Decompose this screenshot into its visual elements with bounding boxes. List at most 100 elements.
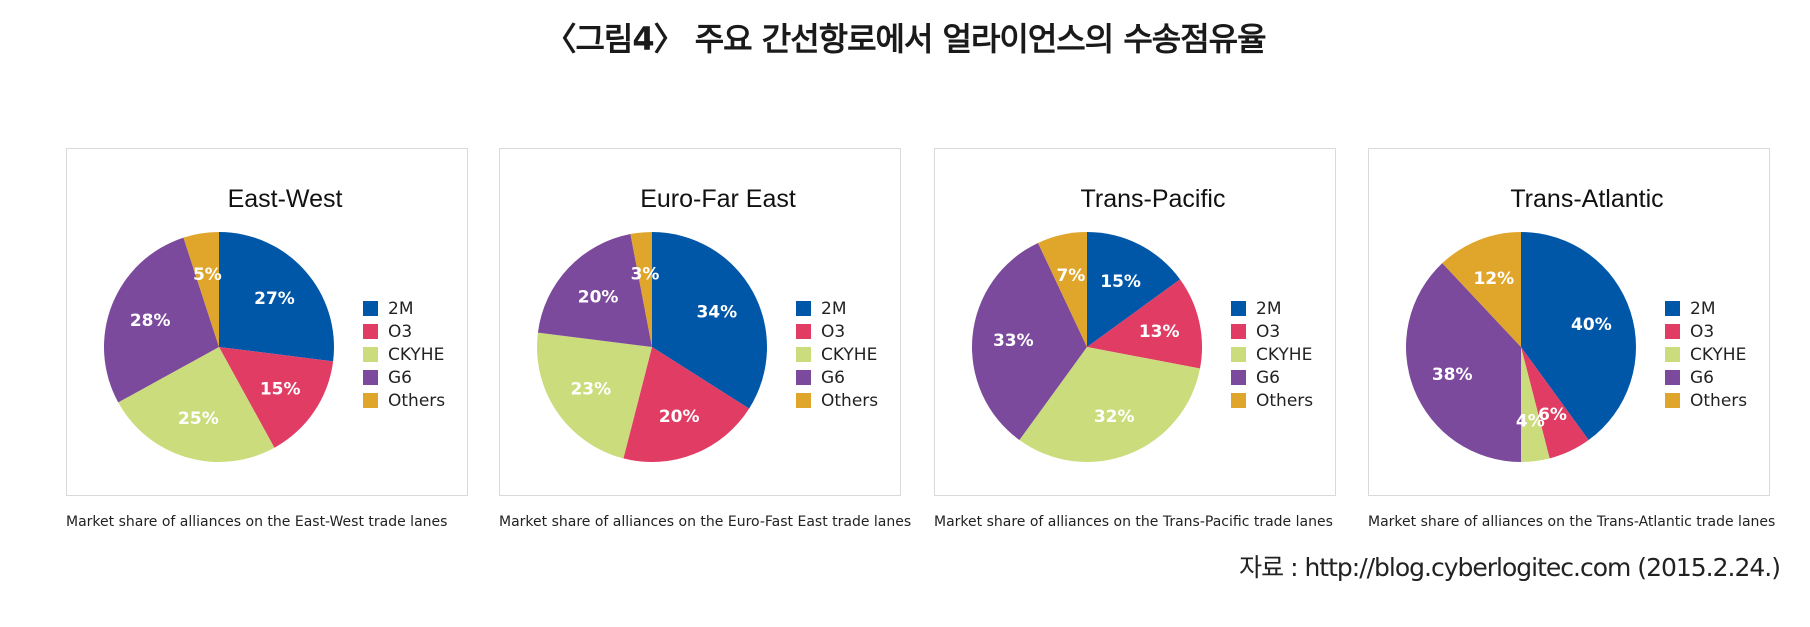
legend-swatch — [1231, 324, 1246, 339]
slice-label-g6: 38% — [1432, 365, 1473, 385]
pie-chart-euro-far-east: 34% 20% 23% 20% 3% — [537, 232, 768, 463]
legend-label: 2M — [1690, 298, 1716, 319]
slice-label-others: 3% — [631, 264, 660, 284]
slice-label-others: 12% — [1473, 269, 1514, 289]
legend-swatch — [1665, 324, 1680, 339]
legend-item-others: Others — [1665, 389, 1747, 412]
pie-slice-g6 — [971, 242, 1087, 441]
slice-label-ckyhe: 23% — [570, 380, 611, 400]
legend-swatch — [1231, 370, 1246, 385]
legend-label: 2M — [821, 298, 847, 319]
legend-item-2m: 2M — [1665, 297, 1747, 320]
pie-slice-2m — [219, 232, 334, 362]
legend-item-o3: O3 — [796, 320, 878, 343]
legend-swatch — [796, 324, 811, 339]
legend-item-ckyhe: CKYHE — [1665, 343, 1747, 366]
slice-label-2m: 34% — [696, 302, 737, 322]
pie-legend: 2M O3 CKYHE G6 Others — [1665, 297, 1747, 412]
legend-swatch — [796, 370, 811, 385]
figure-title: 〈그림4〉 주요 간선항로에서 얼라이언스의 수송점유율 — [544, 20, 1266, 58]
pie-chart-east-west: 27% 15% 25% 28% 5% — [103, 232, 334, 463]
pie-legend: 2M O3 CKYHE G6 Others — [1231, 297, 1313, 412]
pie-slice-others — [1038, 232, 1087, 347]
legend-item-2m: 2M — [1231, 297, 1313, 320]
legend-label: Others — [388, 390, 446, 411]
legend-swatch — [1231, 393, 1246, 408]
legend-item-2m: 2M — [363, 297, 445, 320]
chart-caption-east-west: Market share of alliances on the East-We… — [66, 514, 448, 530]
legend-swatch — [1665, 370, 1680, 385]
chart-caption-trans-atlantic: Market share of alliances on the Trans-A… — [1368, 514, 1776, 530]
pie-slice-2m — [1087, 232, 1181, 347]
pie-slice-others — [630, 232, 652, 347]
pie-slice-o3 — [623, 347, 750, 463]
pie-slice-o3 — [1521, 347, 1589, 459]
legend-label: O3 — [1256, 321, 1281, 342]
legend-label: G6 — [1256, 367, 1280, 388]
legend-swatch — [796, 393, 811, 408]
legend-label: Others — [1690, 390, 1748, 411]
legend-item-2m: 2M — [796, 297, 878, 320]
legend-label: G6 — [1690, 367, 1714, 388]
pie-panel-trans-pacific: Trans-Pacific 15% 13% 32% 33% 7% 2M O3 CKYHE G6… — [934, 148, 1336, 496]
legend-label: CKYHE — [1690, 344, 1747, 365]
slice-label-others: 7% — [1056, 266, 1085, 286]
pie-slice-ckyhe — [1521, 347, 1550, 462]
legend-label: CKYHE — [388, 344, 445, 365]
slice-label-o3: 13% — [1139, 322, 1180, 342]
legend-label: O3 — [821, 321, 846, 342]
legend-swatch — [363, 393, 378, 408]
legend-item-g6: G6 — [796, 366, 878, 389]
legend-swatch — [1231, 301, 1246, 316]
slice-label-g6: 28% — [130, 311, 171, 331]
legend-swatch — [1231, 347, 1246, 362]
pie-slice-o3 — [219, 347, 334, 448]
pie-slice-2m — [1521, 232, 1637, 441]
pie-slice-g6 — [103, 237, 219, 403]
slice-label-o3: 20% — [659, 407, 700, 427]
slice-label-2m: 40% — [1571, 315, 1612, 335]
legend-item-others: Others — [363, 389, 445, 412]
legend-swatch — [1665, 347, 1680, 362]
pie-chart-trans-atlantic: 40% 6%4% 38% 12% — [1406, 232, 1637, 462]
slice-label-g6: 20% — [578, 287, 619, 307]
slice-label-others: 5% — [193, 265, 222, 285]
legend-item-ckyhe: CKYHE — [363, 343, 445, 366]
slice-label-ckyhe: 4% — [1516, 411, 1545, 431]
source-note: 자료 : http://blog.cyberlogitec.com (2015.… — [1239, 553, 1781, 582]
pie-chart-trans-pacific: 15% 13% 32% 33% 7% — [971, 232, 1202, 463]
slice-label-o3: 15% — [260, 380, 301, 400]
pie-panel-euro-far-east: Euro-Far East 34% 20% 23% 20% 3% 2M O3 CKYHE G6… — [499, 148, 901, 496]
slice-label-2m: 15% — [1100, 272, 1141, 292]
pie-slice-others — [183, 232, 219, 347]
legend-label: Others — [1256, 390, 1314, 411]
slice-label-ckyhe: 32% — [1094, 407, 1135, 427]
legend-item-g6: G6 — [1665, 366, 1747, 389]
pie-legend: 2M O3 CKYHE G6 Others — [363, 297, 445, 412]
legend-item-others: Others — [1231, 389, 1313, 412]
pie-slice-g6 — [1406, 263, 1521, 462]
slice-label-g6: 33% — [993, 331, 1034, 351]
pie-slice-2m — [652, 232, 768, 409]
legend-label: 2M — [1256, 298, 1282, 319]
legend-swatch — [1665, 393, 1680, 408]
legend-item-o3: O3 — [1665, 320, 1747, 343]
pie-title: Trans-Atlantic — [1510, 185, 1664, 213]
pie-panel-trans-atlantic: Trans-Atlantic 40% 6% 4% 38% 12% 2M O3 CKYHE G6… — [1368, 148, 1770, 496]
slice-label-ckyhe: 25% — [178, 409, 219, 429]
legend-label: CKYHE — [821, 344, 878, 365]
legend-item-o3: O3 — [363, 320, 445, 343]
legend-swatch — [363, 324, 378, 339]
pie-slice-others — [1442, 232, 1521, 347]
legend-item-g6: G6 — [1231, 366, 1313, 389]
legend-label: O3 — [1690, 321, 1715, 342]
chart-caption-trans-pacific: Market share of alliances on the Trans-P… — [934, 514, 1333, 530]
pie-title: Trans-Pacific — [1080, 185, 1226, 213]
legend-swatch — [363, 347, 378, 362]
legend-swatch — [363, 301, 378, 316]
legend-label: 2M — [388, 298, 414, 319]
pie-slice-g6 — [537, 234, 652, 347]
pie-slice-o3 — [1087, 279, 1202, 369]
slice-label-2m: 27% — [254, 289, 295, 309]
pie-slice-ckyhe — [1019, 347, 1200, 463]
